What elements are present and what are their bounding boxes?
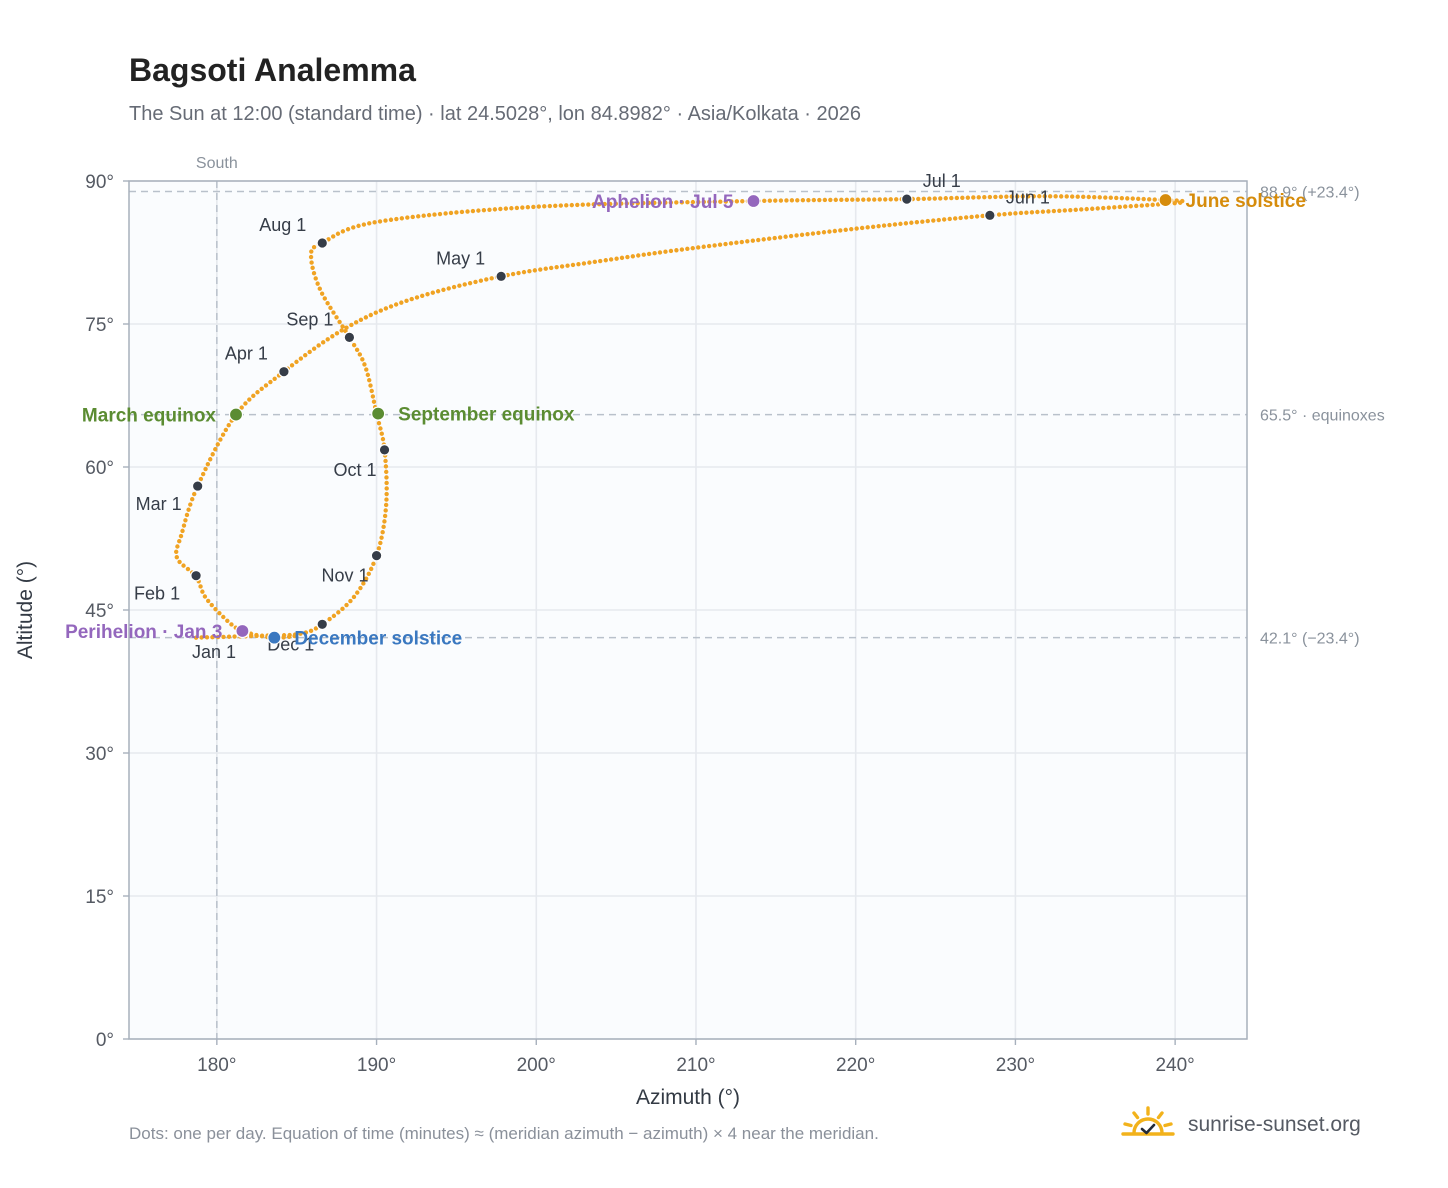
event-dot	[371, 406, 386, 421]
month-marker-label: Sep 1	[286, 309, 333, 329]
x-tick-label: 190°	[357, 1055, 396, 1076]
y-tick-label: 90°	[85, 172, 114, 193]
month-marker-label: Apr 1	[225, 344, 268, 364]
month-marker-dot	[378, 444, 391, 456]
month-marker-dot	[278, 365, 290, 378]
event-aphelion-jul-5: Aphelion · Jul 5	[592, 192, 761, 213]
event-label: September equinox	[398, 405, 575, 426]
y-tick-label: 75°	[85, 315, 114, 336]
month-marker-mar-1: Mar 1	[136, 480, 204, 514]
event-dot	[235, 623, 250, 639]
sun-check-icon	[1121, 1106, 1175, 1136]
event-label: Perihelion · Jan 3	[65, 622, 222, 643]
event-dot	[228, 407, 244, 422]
month-marker-dot	[190, 569, 202, 582]
x-tick-label: 210°	[676, 1055, 715, 1076]
analemma-path	[173, 194, 1186, 640]
reference-line-label: 42.1° (−23.4°)	[1260, 631, 1360, 648]
event-june-solstice: June solstice	[1158, 191, 1306, 212]
month-marker-dot	[370, 549, 383, 562]
event-label: Aphelion · Jul 5	[592, 192, 734, 213]
x-tick-label: 240°	[1155, 1055, 1194, 1076]
x-tick-label: 180°	[197, 1055, 236, 1076]
meridian-label: South	[196, 155, 238, 172]
event-label: March equinox	[82, 406, 217, 427]
month-marker-sep-1: Sep 1	[286, 309, 356, 344]
month-marker-oct-1: Oct 1	[334, 444, 391, 480]
y-tick-label: 0°	[96, 1030, 114, 1051]
event-label: June solstice	[1186, 191, 1306, 212]
analemma-daily-dots	[173, 194, 1186, 640]
chart-subtitle: The Sun at 12:00 (standard time) · lat 2…	[129, 103, 862, 125]
event-december-solstice: December solstice	[267, 629, 462, 650]
event-perihelion-jan-3: Perihelion · Jan 3	[65, 622, 250, 643]
month-marker-label: Mar 1	[136, 494, 182, 514]
reference-line-label: 65.5° · equinoxes	[1260, 408, 1385, 425]
month-marker-label: Jul 1	[923, 171, 961, 191]
y-axis-title: Altitude (°)	[14, 561, 37, 659]
event-dot	[1158, 192, 1173, 208]
x-axis-title: Azimuth (°)	[636, 1086, 740, 1109]
month-marker-apr-1: Apr 1	[225, 344, 290, 378]
chart-title: Bagsoti Analemma	[129, 52, 416, 88]
grid	[129, 180, 1247, 1040]
y-tick-label: 30°	[85, 744, 114, 765]
month-marker-label: May 1	[436, 248, 485, 268]
month-marker-dot	[316, 618, 329, 631]
month-marker-may-1: May 1	[436, 248, 507, 283]
month-marker-feb-1: Feb 1	[134, 569, 202, 604]
month-marker-dot	[984, 209, 996, 222]
month-marker-dot	[343, 331, 356, 344]
y-tick-label: 45°	[85, 601, 114, 622]
month-marker-dot	[901, 193, 913, 205]
brand-name: sunrise-sunset.org	[1188, 1113, 1361, 1136]
footnote: Dots: one per day. Equation of time (min…	[129, 1124, 879, 1143]
month-marker-label: Oct 1	[334, 460, 377, 480]
month-marker-label: Feb 1	[134, 584, 180, 604]
month-marker-label: Nov 1	[322, 566, 369, 586]
event-dot	[746, 193, 761, 209]
month-marker-label: Jun 1	[1006, 187, 1050, 207]
month-markers: Jan 1 Feb 1 Mar 1 Apr 1 May 1 Jun 1 Jul 1 Aug 1…	[134, 171, 1050, 662]
event-label: December solstice	[294, 629, 462, 650]
month-marker-dot	[191, 480, 204, 492]
x-tick-label: 230°	[996, 1055, 1035, 1076]
event-march-equinox: March equinox	[82, 406, 244, 427]
month-marker-dot	[495, 270, 507, 283]
month-marker-jul-1: Jul 1	[901, 171, 961, 205]
reference-line-label: 88.9° (+23.4°)	[1260, 184, 1360, 201]
reference-lines: South 88.9° (+23.4°) 65.5° · equinoxes 42.1…	[129, 155, 1385, 1039]
month-marker-label: Jan 1	[192, 642, 236, 662]
brand[interactable]: sunrise-sunset.org	[1120, 1100, 1361, 1150]
y-tick-label: 15°	[85, 887, 114, 908]
month-marker-label: Aug 1	[259, 215, 306, 235]
event-markers: March equinox September equinox Perihelion…	[65, 191, 1306, 650]
month-marker-aug-1: Aug 1	[259, 215, 329, 249]
month-marker-nov-1: Nov 1	[322, 549, 383, 586]
month-marker-jun-1: Jun 1	[984, 187, 1050, 222]
event-september-equinox: September equinox	[371, 405, 575, 426]
y-tick-label: 60°	[85, 458, 114, 479]
month-marker-dot	[316, 237, 329, 249]
x-tick-label: 220°	[836, 1055, 875, 1076]
event-dot	[267, 630, 282, 645]
axes: 180° 190° 200° 210° 220° 230° 240° 0° 15° 30° 45° 6…	[14, 172, 1195, 1109]
x-tick-label: 200°	[517, 1055, 556, 1076]
